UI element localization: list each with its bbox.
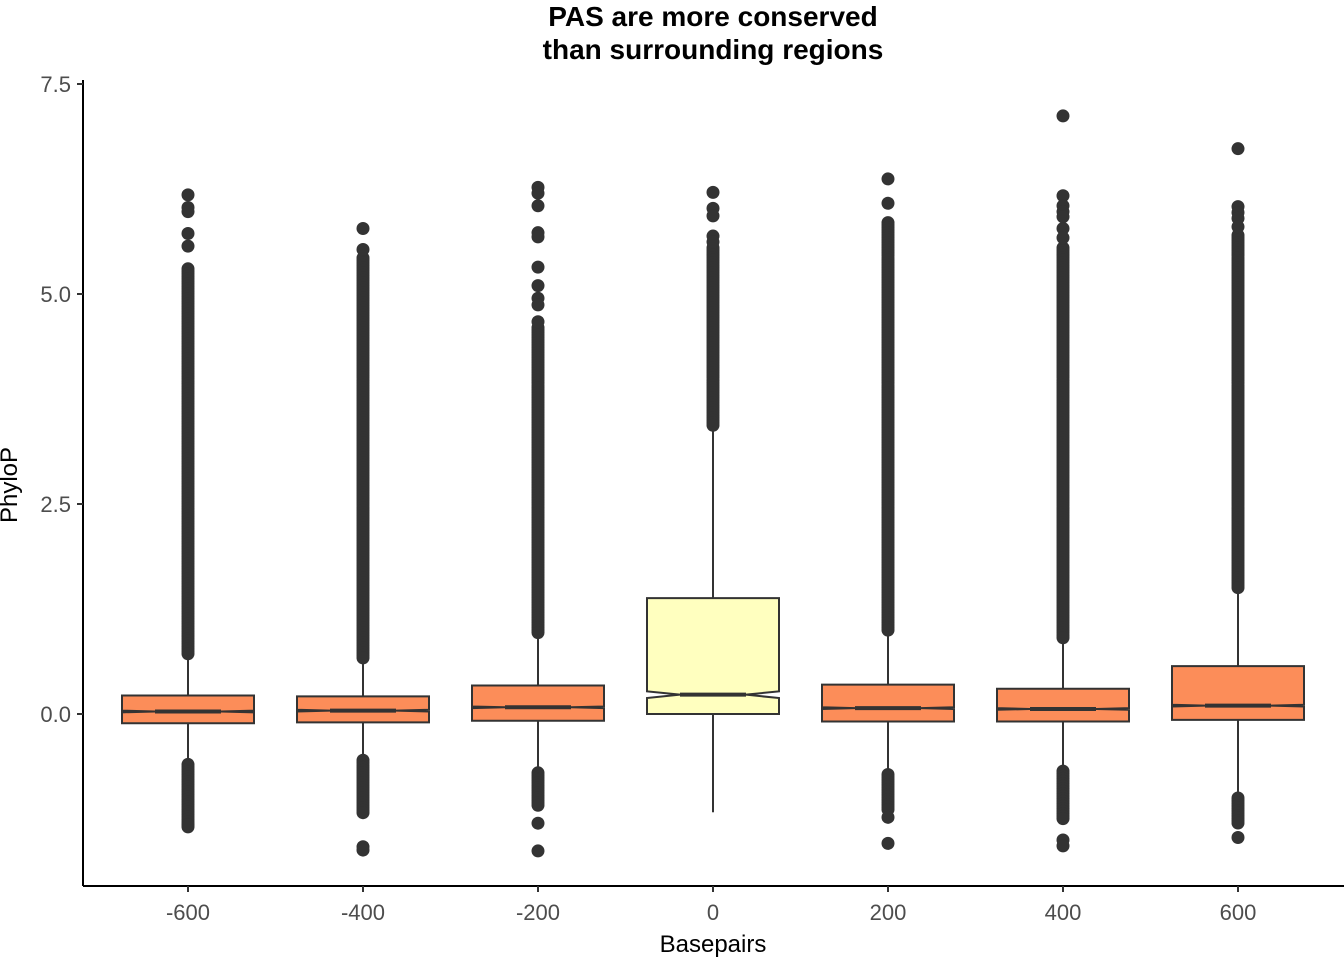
chart-title-line-2: than surrounding regions [542,34,884,65]
outlier-point [1231,816,1245,830]
outlier-point [356,651,370,665]
outlier-point [706,209,720,223]
x-tick-label: -400 [341,900,385,925]
x-tick-label: 600 [1220,900,1257,925]
outlier-point [531,230,545,244]
axis-layer: 0.0 2.5 5.0 7.5 -600 -400 -200 0 200 400 600 [40,72,1256,925]
x-axis-title: Basepairs [660,931,767,958]
outlier-point [1056,839,1070,853]
y-tick-label: 2.5 [40,492,71,517]
box-body [646,597,780,715]
y-tick-label: 7.5 [40,72,71,97]
x-tick-label: 200 [870,900,907,925]
outlier-point [1056,210,1070,224]
outlier-point [1231,581,1245,595]
y-axis-title: PhyloP [0,447,23,523]
outlier-point [531,315,545,329]
outlier-point [181,205,195,219]
outlier-point [356,806,370,820]
chart-title-line-1: PAS are more conserved [548,1,878,32]
outlier-point [181,227,195,241]
outlier-point [1231,220,1245,234]
y-tick-label: 0.0 [40,702,71,727]
outlier-point [881,623,895,637]
outlier-point [531,844,545,858]
outlier-point [1231,142,1245,156]
outlier-point [531,798,545,812]
outlier-point [181,188,195,202]
outlier-point [356,242,370,256]
outlier-point [1056,221,1070,235]
outlier-point [1056,631,1070,645]
x-tick-label: 0 [707,900,719,925]
box-body [121,694,255,725]
x-tick-label: -200 [516,900,560,925]
outlier-point [881,836,895,850]
outlier-point [706,235,720,249]
outlier-point [181,647,195,661]
outlier-point [531,279,545,293]
x-tick-label: -600 [166,900,210,925]
x-tick-label: 400 [1045,900,1082,925]
outlier-point [531,816,545,830]
box-body [821,683,955,723]
outlier-point [1056,231,1070,245]
outlier-point [881,810,895,824]
outlier-point [881,172,895,186]
outlier-point [881,196,895,210]
box-body [1171,665,1305,721]
outlier-point [181,239,195,253]
outlier-point [531,199,545,213]
outlier-point [1056,189,1070,203]
plot-area [121,109,1305,858]
y-tick-label: 5.0 [40,282,71,307]
outlier-point [531,260,545,274]
outlier-point [531,186,545,200]
box-body [471,684,605,722]
outlier-point [1231,830,1245,844]
outlier-point [1056,812,1070,826]
chart-title: PAS are more conserved than surrounding … [0,0,1344,66]
outlier-point [1056,109,1070,123]
box-body [996,687,1130,723]
outlier-point [181,818,195,832]
outlier-point [356,843,370,857]
outlier-point [706,185,720,199]
outlier-point [531,626,545,640]
outlier-point [531,298,545,312]
outlier-point [706,418,720,432]
outlier-point [356,221,370,235]
